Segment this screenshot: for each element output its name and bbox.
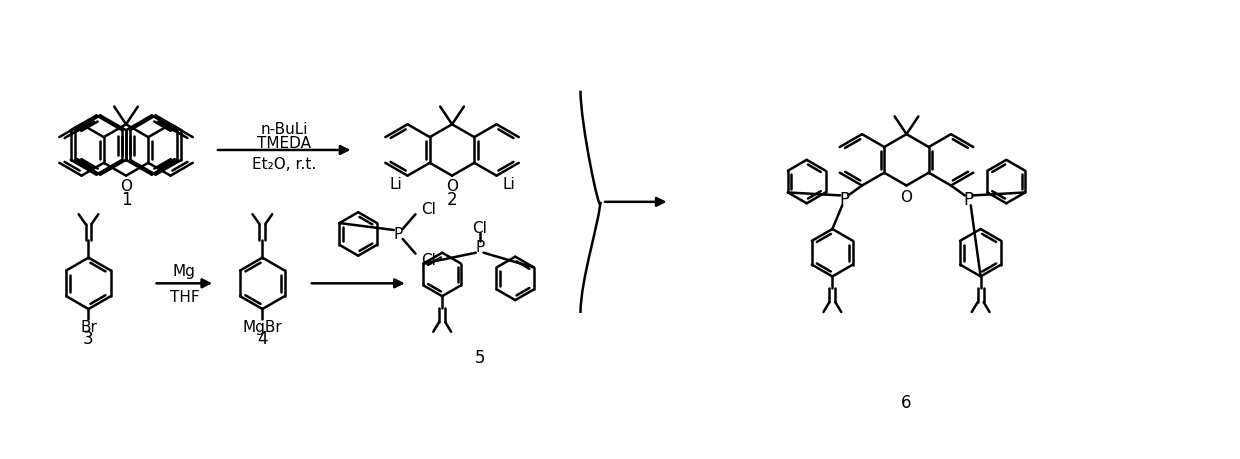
Text: P: P [475,240,485,255]
Text: Li: Li [389,177,402,192]
Text: Br: Br [81,319,97,335]
Text: Et₂O, r.t.: Et₂O, r.t. [252,157,316,172]
Text: THF: THF [170,289,200,304]
Text: P: P [963,191,973,209]
Text: 3: 3 [83,329,94,347]
Text: Cl: Cl [422,252,436,268]
Text: O: O [120,179,131,194]
Text: Li: Li [502,177,515,192]
Text: 2: 2 [446,191,458,209]
Text: TMEDA: TMEDA [257,135,311,150]
Text: Cl: Cl [422,202,436,216]
Text: 1: 1 [120,191,131,209]
Text: Cl: Cl [472,220,487,235]
Text: P: P [393,227,402,242]
Text: Mg: Mg [172,263,196,279]
Text: 6: 6 [901,393,911,411]
Text: 4: 4 [257,329,268,347]
Text: n-BuLi: n-BuLi [260,122,308,136]
Text: 5: 5 [475,349,485,367]
Text: MgBr: MgBr [243,319,283,335]
Text: P: P [839,191,849,209]
Text: O: O [900,190,913,204]
Text: O: O [446,179,458,194]
